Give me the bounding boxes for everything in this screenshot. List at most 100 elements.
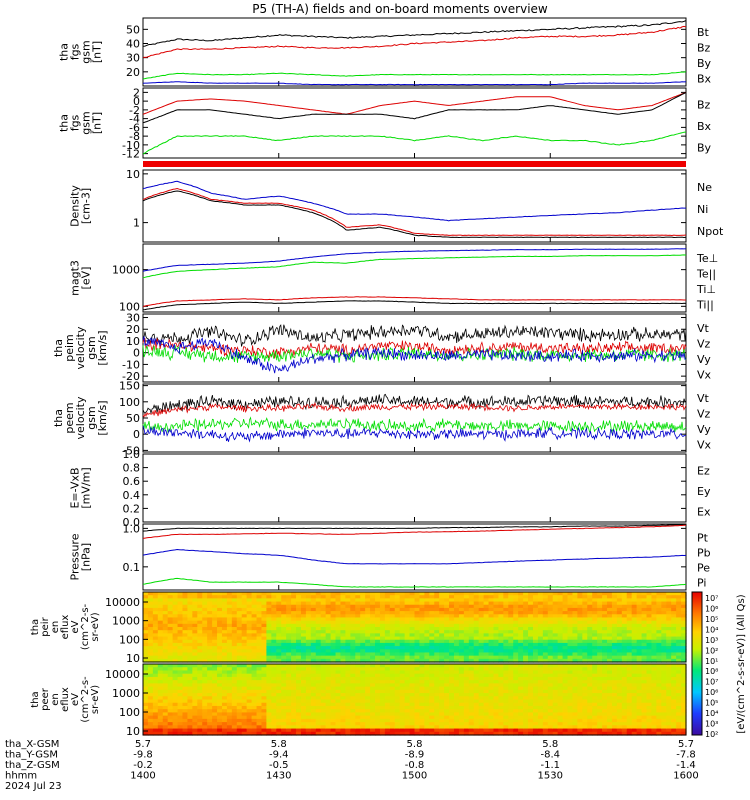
spectrogram-cell — [424, 623, 430, 628]
spectrogram-cell — [592, 718, 598, 723]
spectrogram-cell — [187, 683, 193, 688]
spectrogram-cell — [602, 683, 608, 688]
spectrogram-cell — [434, 689, 440, 694]
spectrogram-cell — [404, 680, 411, 684]
spectrogram-cell — [508, 592, 514, 596]
spectrogram-cell — [310, 617, 317, 622]
spectrogram-cell — [449, 614, 455, 619]
y-axis-label: tha — [30, 619, 41, 635]
spectrogram-cell — [330, 633, 337, 638]
spectrogram-cell — [537, 709, 544, 714]
spectrogram-cell — [562, 627, 569, 631]
spectrogram-cell — [607, 646, 613, 650]
spectrogram-cell — [177, 592, 184, 596]
spectrogram-cell — [330, 592, 337, 596]
spectrogram-cell — [666, 614, 672, 619]
spectrogram-cell — [621, 633, 628, 638]
spectrogram-cell — [429, 686, 435, 691]
y-tick-label: 150 — [119, 380, 140, 393]
spectrogram-cell — [286, 715, 292, 720]
spectrogram-cell — [212, 673, 218, 678]
spectrogram-cell — [365, 598, 371, 603]
spectrogram-cell — [335, 611, 342, 615]
spectrogram-cell — [473, 693, 480, 697]
spectrogram-cell — [577, 642, 583, 647]
spectrogram-cell — [513, 655, 519, 660]
spectrogram-cell — [345, 607, 351, 612]
spectrogram-cell — [182, 699, 189, 704]
spectrogram-cell — [157, 598, 164, 603]
spectrogram-cell — [542, 676, 549, 681]
spectrogram-cell — [528, 649, 534, 654]
spectrogram-cell — [616, 693, 623, 697]
spectrogram-cell — [631, 712, 638, 717]
spectrogram-cell — [360, 604, 366, 609]
spectrogram-cell — [468, 715, 475, 720]
spectrogram-cell — [271, 702, 277, 707]
spectrogram-cell — [404, 709, 411, 714]
spectrogram-cell — [300, 627, 307, 631]
spectrogram-cell — [236, 652, 243, 657]
spectrogram-cell — [463, 689, 470, 694]
spectrogram-cell — [547, 673, 554, 678]
spectrogram-cell — [394, 686, 401, 691]
spectrogram-cell — [547, 649, 554, 654]
spectrogram-cell — [389, 728, 396, 733]
spectrogram-cell — [478, 627, 485, 631]
spectrogram-cell — [375, 702, 381, 707]
spectrogram-cell — [241, 705, 248, 710]
spectrogram-cell — [404, 623, 411, 628]
spectrogram-cell — [572, 725, 578, 730]
spectrogram-cell — [315, 627, 322, 631]
spectrogram-cell — [602, 696, 608, 701]
spectrogram-cell — [221, 725, 228, 730]
spectrogram-cell — [493, 620, 500, 625]
spectrogram-cell — [192, 712, 198, 717]
spectrogram-cell — [547, 598, 554, 603]
spectrogram-cell — [597, 689, 603, 694]
spectrogram-cell — [636, 689, 643, 694]
spectrogram-cell — [320, 676, 327, 681]
spectrogram-cell — [355, 649, 361, 654]
spectrogram-cell — [434, 611, 440, 615]
spectrogram-cell — [552, 649, 559, 654]
spectrogram-cell — [221, 689, 228, 694]
spectrogram-cell — [172, 617, 179, 622]
spectrogram-cell — [453, 693, 460, 697]
spectrogram-cell — [172, 680, 179, 684]
spectrogram-cell — [532, 676, 539, 681]
spectrogram-cell — [508, 664, 514, 668]
spectrogram-cell — [468, 676, 475, 681]
spectrogram-cell — [152, 623, 159, 628]
spectrogram-cell — [192, 728, 198, 733]
spectrogram-cell — [468, 601, 475, 606]
spectrogram-cell — [636, 595, 643, 599]
legend-Bx: Bx — [697, 120, 712, 133]
spectrogram-cell — [582, 673, 588, 678]
spectrogram-cell — [350, 649, 356, 654]
spectrogram-cell — [202, 617, 208, 622]
panel-peem-velocity: -50050100150thapeemvelocitygsm[km/s]VtVz… — [52, 380, 712, 458]
spectrogram-cell — [532, 709, 539, 714]
spectrogram-cell — [537, 673, 544, 678]
spectrogram-cell — [305, 611, 312, 615]
spectrogram-cell — [607, 604, 613, 609]
spectrogram-cell — [572, 670, 578, 675]
spectrogram-cell — [607, 633, 613, 638]
spectrogram-cell — [611, 664, 618, 668]
spectrogram-cell — [251, 731, 258, 736]
spectrogram-cell — [212, 617, 218, 622]
spectrogram-cell — [582, 611, 588, 615]
spectrogram-cell — [641, 601, 648, 606]
spectrogram-cell — [281, 683, 287, 688]
spectrogram-cell — [207, 652, 213, 657]
spectrogram-cell — [449, 712, 455, 717]
spectrogram-cell — [286, 627, 292, 631]
spectrogram-cell — [296, 627, 302, 631]
spectrogram-cell — [182, 676, 189, 681]
spectrogram-cell — [468, 623, 475, 628]
spectrogram-cell — [626, 595, 633, 599]
spectrogram-cell — [641, 592, 648, 596]
spectrogram-cell — [493, 676, 500, 681]
spectrogram-cell — [365, 627, 371, 631]
